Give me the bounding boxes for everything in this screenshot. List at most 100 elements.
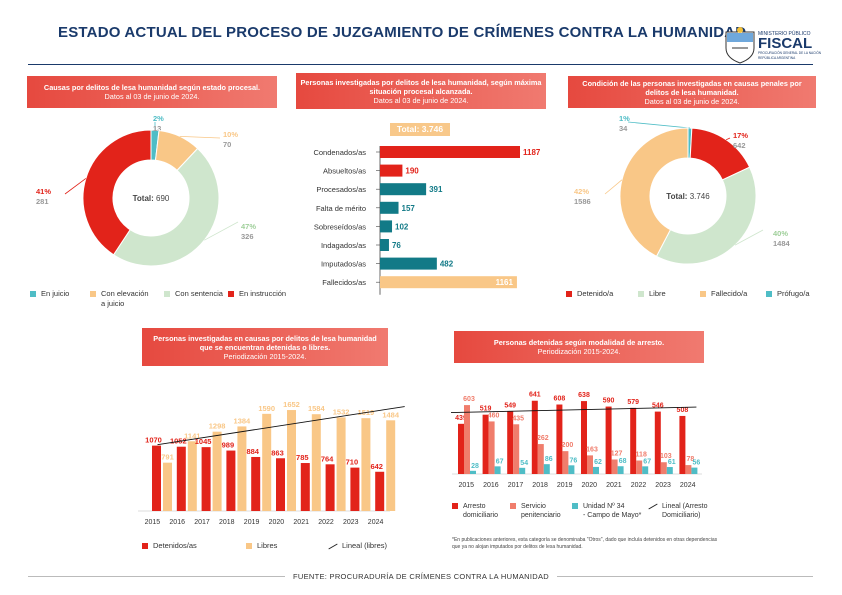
value-label-unidad-n-34-campo-de-mayo-2022: 67	[643, 458, 651, 465]
value-label-libres-2015: 791	[161, 453, 174, 462]
bar-libres-2017	[212, 431, 222, 511]
bar-detenidos-as-2022	[325, 464, 335, 511]
category-label-fallecidos-as: Fallecidos/as	[322, 278, 366, 287]
tick-label-2022: 2022	[318, 519, 334, 526]
value-label-libres-2024: 1484	[382, 410, 400, 419]
value-label-servicio-penitenciario-2018: 262	[537, 435, 549, 442]
page-title: ESTADO ACTUAL DEL PROCESO DE JUZGAMIENTO…	[58, 24, 747, 41]
legend-item-profugo: Prófugo/a	[766, 289, 810, 298]
value-label-libres-2021: 1584	[308, 404, 326, 413]
value-label-servicio-penitenciario-2016: 460	[488, 412, 500, 419]
bar-libres-2021	[311, 414, 321, 511]
pct-label-en-juicio: 2%	[153, 114, 164, 123]
tick-label-2019: 2019	[557, 482, 573, 489]
value-label-unidad-n-34-campo-de-mayo-2023: 61	[668, 459, 676, 466]
value-label-detenido-a: 642	[733, 141, 746, 150]
value-label-detenidos-as-2020: 863	[271, 448, 284, 457]
value-label-condenados-as: 1187	[523, 148, 541, 157]
bar-unidad-n-34-campo-de-mayo-2018	[543, 464, 550, 474]
category-label-sobrese-dos-as: Sobreseídos/as	[314, 222, 366, 231]
donut-total-value: 3.746	[690, 192, 711, 201]
panel2-date: Datos al 03 de junio de 2024.	[373, 95, 469, 105]
leader-fallecido-a	[604, 179, 623, 195]
bar-arresto-domiciliario-2019	[556, 404, 563, 474]
value-label-indagados-as: 76	[392, 241, 401, 250]
category-label-procesados-as: Procesados/as	[316, 185, 366, 194]
logo-line2: FISCAL	[758, 35, 812, 52]
panel1-title: Causas por delitos de lesa humanidad seg…	[43, 83, 261, 92]
panel3-date: Datos al 03 de junio de 2024.	[644, 96, 740, 106]
pct-label-pr-fugo-a: 1%	[619, 114, 630, 123]
bar-detenidos-as-2017	[201, 447, 211, 511]
value-label-libre: 1484	[773, 239, 791, 248]
footnote: *En publicaciones anteriores, esta categ…	[452, 537, 718, 550]
trend-line	[450, 406, 697, 414]
footer-source-text: FUENTE: PROCURADURÍA DE CRÍMENES CONTRA …	[284, 572, 558, 581]
condicion-donut-chart: 1%34 17%642 40%1484 42%1586 Total: 3.746	[574, 114, 791, 265]
bar-arresto-domiciliario-2016	[482, 414, 489, 474]
category-label-condenados-as: Condenados/as	[313, 148, 366, 157]
bar-unidad-n-34-campo-de-mayo-2016	[494, 466, 501, 474]
value-label-libres-2018: 1384	[234, 416, 252, 425]
bar-falta-de-m-rito	[380, 201, 399, 214]
panel3-title: Condición de las personas investigadas e…	[582, 78, 802, 97]
tick-label-2015: 2015	[145, 519, 161, 526]
panel4-header: Personas investigadas en causas por deli…	[142, 328, 388, 366]
bar-libres-2022	[336, 417, 346, 511]
value-label-con-sentencia: 326	[241, 232, 254, 241]
legend-item-en-instruccion: En instrucción	[228, 289, 286, 298]
value-label-servicio-penitenciario-2020: 163	[586, 446, 598, 453]
panel1-date: Datos al 03 de junio de 2024.	[104, 92, 200, 101]
value-label-servicio-penitenciario-2015: 603	[463, 396, 475, 403]
legend-item-lineal-libres: Lineal (libres)	[328, 541, 387, 550]
leader-pr-fugo-a	[627, 121, 690, 129]
bar-condenados-as	[380, 146, 520, 158]
value-label-arresto-domiciliario-2022: 579	[627, 399, 639, 406]
bar-unidad-n-34-campo-de-mayo-2019	[568, 465, 575, 474]
pct-label-con-elevaci-n-a-juicio: 10%	[223, 130, 238, 139]
panel5-date: Periodización 2015-2024.	[537, 347, 621, 356]
legend-item-libres: Libres	[246, 541, 277, 550]
bar-unidad-n-34-campo-de-mayo-2021	[617, 466, 624, 474]
bar-arresto-domiciliario-2024	[679, 415, 686, 474]
bar-procesados-as	[380, 183, 427, 196]
bar-servicio-penitenciario-2023	[660, 462, 667, 474]
logo-emblem-icon: MINISTERIO PÚBLICO FISCAL PROCURACIÓN GE…	[725, 27, 822, 64]
bar-servicio-penitenciario-2015	[464, 405, 470, 474]
logo-line3: PROCURACIÓN GENERAL DE LA NACIÓN	[758, 50, 822, 55]
bar-absueltos-as	[380, 164, 403, 177]
bar-detenidos-as-2018	[226, 450, 236, 511]
value-label-unidad-n-34-campo-de-mayo-2018: 86	[545, 456, 553, 463]
value-label-sobrese-dos-as: 102	[395, 222, 409, 231]
bar-fallecidos-as	[380, 276, 517, 289]
bar-sobrese-dos-as	[380, 220, 393, 233]
tick-label-2023: 2023	[343, 519, 359, 526]
pct-label-con-sentencia: 47%	[241, 222, 256, 231]
value-label-servicio-penitenciario-2019: 200	[562, 442, 574, 449]
donut-total-caption: Total:	[133, 194, 156, 203]
value-label-unidad-n-34-campo-de-mayo-2021: 68	[619, 458, 627, 465]
donut-total-label: Total: 690	[133, 194, 170, 203]
bar-arresto-domiciliario-2023	[654, 411, 661, 474]
value-label-servicio-penitenciario-2023: 103	[660, 453, 672, 460]
slice-con-sentencia	[112, 147, 220, 267]
legend-item-lineal-arresto: Lineal (Arresto Domiciliario)	[648, 503, 708, 520]
bar-arresto-domiciliario-2017	[507, 411, 514, 474]
bar-libres-2018	[237, 426, 247, 511]
bar-unidad-n-34-campo-de-mayo-2022	[642, 466, 649, 474]
bar-servicio-penitenciario-2021	[611, 459, 618, 474]
category-label-absueltos-as: Absueltos/as	[323, 167, 366, 176]
value-label-servicio-penitenciario-2022: 118	[636, 452, 647, 459]
panel3-header: Condición de las personas investigadas e…	[568, 76, 816, 108]
value-label-arresto-domiciliario-2016: 519	[480, 406, 492, 413]
tick-label-2021: 2021	[606, 482, 622, 489]
pct-label-fallecido-a: 42%	[574, 187, 589, 196]
trend-line	[157, 406, 405, 446]
value-label-libres-2019: 1590	[258, 404, 275, 413]
tick-label-2022: 2022	[631, 482, 647, 489]
leader-con-sentencia	[204, 221, 239, 241]
bar-libres-2019	[262, 413, 272, 511]
pct-label-en-instrucci-n: 41%	[36, 187, 51, 196]
value-label-arresto-domiciliario-2023: 546	[652, 403, 664, 410]
